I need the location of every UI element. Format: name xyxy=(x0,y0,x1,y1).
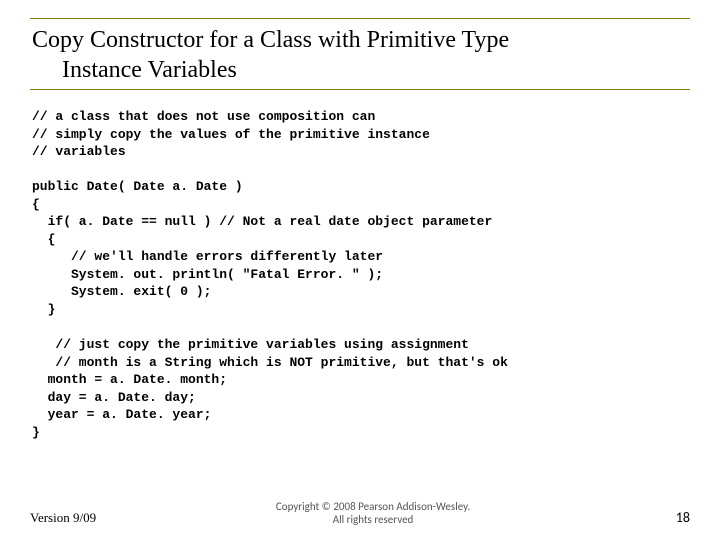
page-number: 18 xyxy=(650,509,690,526)
title-line-1: Copy Constructor for a Class with Primit… xyxy=(32,25,690,55)
copyright-text: Copyright © 2008 Pearson Addison-Wesley.… xyxy=(96,500,650,526)
code-line: // month is a String which is NOT primit… xyxy=(32,355,508,370)
code-block: // a class that does not use composition… xyxy=(30,108,690,441)
code-line: System. exit( 0 ); xyxy=(32,284,211,299)
title-rule-top xyxy=(30,18,690,19)
code-line: if( a. Date == null ) // Not a real date… xyxy=(32,214,492,229)
code-line: } xyxy=(32,302,55,317)
code-line: // a class that does not use composition… xyxy=(32,109,375,124)
code-line: year = a. Date. year; xyxy=(32,407,211,422)
copyright-line-2: All rights reserved xyxy=(96,513,650,526)
code-line: // we'll handle errors differently later xyxy=(32,249,383,264)
code-line: System. out. println( "Fatal Error. " ); xyxy=(32,267,383,282)
title-rule-bottom xyxy=(30,89,690,90)
code-line: // simply copy the values of the primiti… xyxy=(32,127,430,142)
copyright-line-1: Copyright © 2008 Pearson Addison-Wesley. xyxy=(96,500,650,513)
code-line: // just copy the primitive variables usi… xyxy=(32,337,469,352)
version-label: Version 9/09 xyxy=(30,510,96,526)
code-line: { xyxy=(32,232,55,247)
slide-title: Copy Constructor for a Class with Primit… xyxy=(30,25,690,85)
code-line: day = a. Date. day; xyxy=(32,390,196,405)
title-line-2: Instance Variables xyxy=(32,55,690,85)
code-line: { xyxy=(32,197,40,212)
code-line: month = a. Date. month; xyxy=(32,372,227,387)
footer: Version 9/09 Copyright © 2008 Pearson Ad… xyxy=(30,500,690,526)
code-line: // variables xyxy=(32,144,126,159)
code-line: public Date( Date a. Date ) xyxy=(32,179,243,194)
code-line: } xyxy=(32,425,40,440)
